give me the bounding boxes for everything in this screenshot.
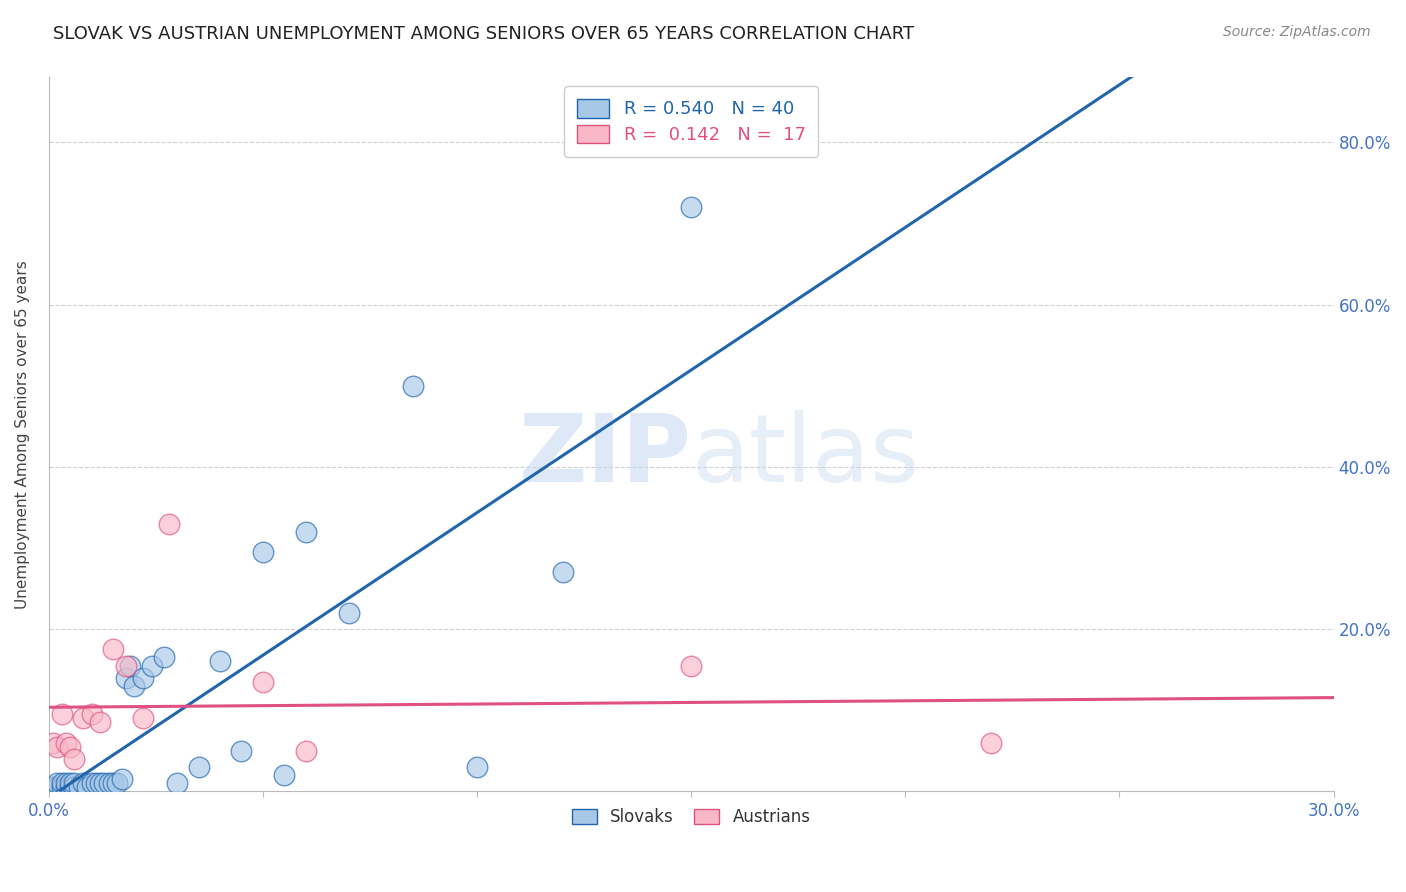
Point bbox=[80, 707, 103, 722]
Point bbox=[51, 780, 73, 795]
Point bbox=[51, 707, 73, 722]
Point bbox=[681, 200, 703, 214]
Point bbox=[252, 674, 274, 689]
Point bbox=[72, 711, 94, 725]
Point bbox=[51, 776, 73, 790]
Point bbox=[46, 780, 69, 795]
Point bbox=[80, 776, 103, 790]
Point bbox=[187, 760, 209, 774]
Point bbox=[124, 679, 146, 693]
Point bbox=[120, 658, 142, 673]
Point bbox=[89, 715, 111, 730]
Point bbox=[166, 776, 188, 790]
Point bbox=[97, 776, 120, 790]
Point bbox=[681, 658, 703, 673]
Legend: Slovaks, Austrians: Slovaks, Austrians bbox=[564, 799, 818, 834]
Point bbox=[402, 378, 425, 392]
Point bbox=[89, 776, 111, 790]
Point bbox=[67, 780, 90, 795]
Point bbox=[76, 780, 98, 795]
Point bbox=[59, 776, 82, 790]
Point bbox=[157, 516, 180, 531]
Point bbox=[59, 739, 82, 754]
Point bbox=[42, 736, 65, 750]
Y-axis label: Unemployment Among Seniors over 65 years: Unemployment Among Seniors over 65 years bbox=[15, 260, 30, 608]
Text: atlas: atlas bbox=[692, 409, 920, 502]
Text: Source: ZipAtlas.com: Source: ZipAtlas.com bbox=[1223, 25, 1371, 39]
Point bbox=[231, 744, 253, 758]
Point bbox=[46, 739, 69, 754]
Point bbox=[115, 658, 138, 673]
Point bbox=[63, 780, 86, 795]
Point bbox=[294, 524, 316, 539]
Text: SLOVAK VS AUSTRIAN UNEMPLOYMENT AMONG SENIORS OVER 65 YEARS CORRELATION CHART: SLOVAK VS AUSTRIAN UNEMPLOYMENT AMONG SE… bbox=[53, 25, 914, 43]
Point bbox=[273, 768, 295, 782]
Point bbox=[132, 711, 155, 725]
Point bbox=[337, 606, 360, 620]
Point bbox=[209, 655, 232, 669]
Point bbox=[101, 642, 124, 657]
Point bbox=[55, 736, 77, 750]
Point bbox=[55, 780, 77, 795]
Point bbox=[55, 776, 77, 790]
Point bbox=[105, 776, 128, 790]
Point bbox=[84, 776, 107, 790]
Point bbox=[551, 566, 574, 580]
Point bbox=[46, 776, 69, 790]
Point bbox=[141, 658, 163, 673]
Point bbox=[63, 752, 86, 766]
Point bbox=[115, 671, 138, 685]
Point bbox=[132, 671, 155, 685]
Point bbox=[465, 760, 488, 774]
Point bbox=[93, 776, 115, 790]
Point bbox=[153, 650, 176, 665]
Point bbox=[294, 744, 316, 758]
Point bbox=[63, 776, 86, 790]
Point bbox=[72, 776, 94, 790]
Point bbox=[59, 780, 82, 795]
Point bbox=[980, 736, 1002, 750]
Point bbox=[42, 780, 65, 795]
Point bbox=[101, 776, 124, 790]
Point bbox=[110, 772, 132, 786]
Text: ZIP: ZIP bbox=[519, 409, 692, 502]
Point bbox=[252, 545, 274, 559]
